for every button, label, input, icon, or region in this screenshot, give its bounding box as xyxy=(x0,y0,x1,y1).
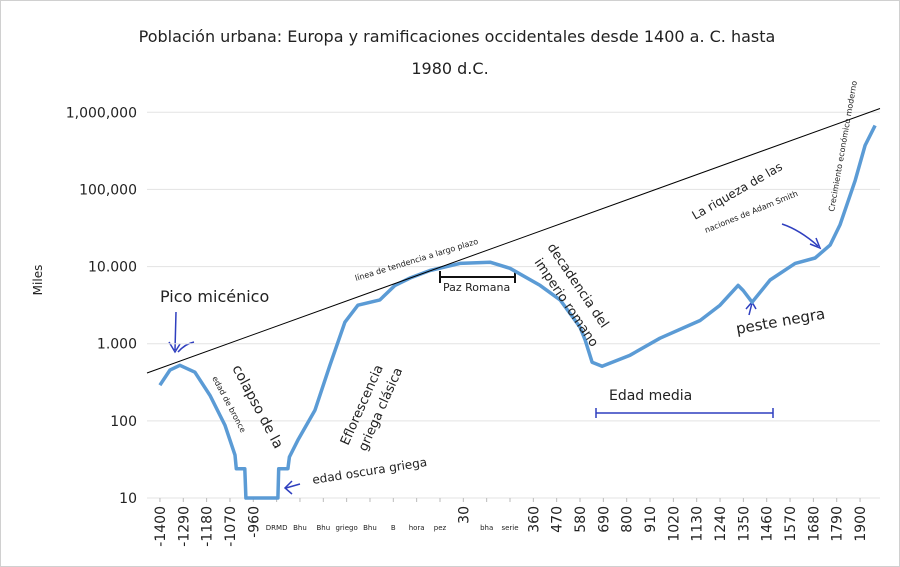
x-tick-label: 1130 xyxy=(690,506,706,542)
x-tick-label: -960 xyxy=(246,506,262,538)
y-tick-label: 10.000 xyxy=(88,260,137,276)
x-tick-label: 800 xyxy=(620,506,636,533)
x-tick-label: 910 xyxy=(643,506,659,533)
bracket xyxy=(595,408,774,418)
x-tick-label: 1900 xyxy=(853,506,869,542)
x-tick-label: 1790 xyxy=(830,506,846,542)
x-tick-label: -1400 xyxy=(153,506,169,547)
x-tick-label: 1460 xyxy=(760,506,776,542)
x-tick-label: 580 xyxy=(573,506,589,533)
x-tick-label: griego xyxy=(335,524,357,532)
x-tick-label: -1290 xyxy=(176,506,192,547)
y-axis-label: Miles xyxy=(31,265,45,296)
x-tick-label: pez xyxy=(434,524,447,532)
x-tick-label: Bhu xyxy=(363,524,377,532)
x-tick-label: -1070 xyxy=(223,506,239,547)
annotation: Paz Romana xyxy=(443,281,510,294)
x-tick-label: 1350 xyxy=(736,506,752,542)
trend-line xyxy=(146,108,881,374)
x-tick-label: 360 xyxy=(526,506,542,533)
x-tick-label: Bhu xyxy=(293,524,307,532)
x-tick-label: DRMD xyxy=(266,524,288,532)
data-line xyxy=(158,124,877,500)
x-tick-label: hora xyxy=(409,524,425,532)
x-tick-label: 1240 xyxy=(713,506,729,542)
arrow xyxy=(283,480,301,495)
x-tick-label: 30 xyxy=(456,506,472,524)
y-tick-label: 1,000,000 xyxy=(66,105,137,121)
x-tick-label: -1180 xyxy=(200,506,216,547)
x-tick-label: 1570 xyxy=(783,506,799,542)
annotation: Pico micénico xyxy=(160,287,269,306)
annotation: Edad media xyxy=(609,388,692,404)
x-tick-label: 470 xyxy=(550,506,566,533)
y-tick-label: 1.000 xyxy=(97,337,137,353)
x-tick-label: serie xyxy=(501,524,518,532)
chart-title: 1980 d.C. xyxy=(411,59,488,78)
arrow xyxy=(781,223,822,250)
x-tick-label: bha xyxy=(480,524,493,532)
chart-title: Población urbana: Europa y ramificacione… xyxy=(139,27,776,46)
x-tick-label: B xyxy=(391,524,396,532)
y-tick-label: 100,000 xyxy=(79,182,137,198)
x-tick-label: 1680 xyxy=(806,506,822,542)
x-tick-label: Bhu xyxy=(316,524,330,532)
x-tick-label: 1020 xyxy=(666,506,682,542)
y-tick-label: 10 xyxy=(119,491,137,507)
y-tick-label: 100 xyxy=(110,414,137,430)
x-tick-label: 690 xyxy=(596,506,612,533)
